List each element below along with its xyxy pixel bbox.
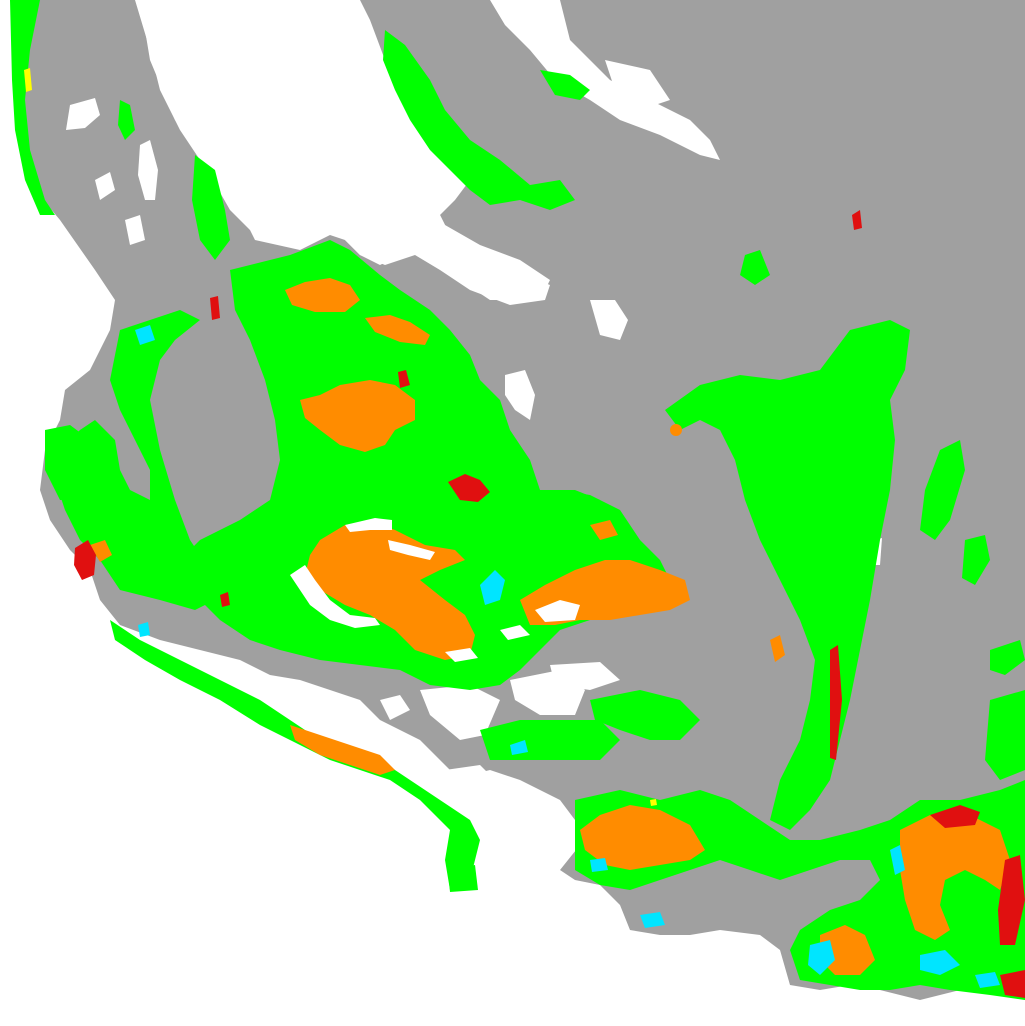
green-east-fringe-4 [985,690,1025,780]
red-patch-north-east [852,210,862,230]
white-streak-south [445,648,478,662]
white-lake-nw-4 [125,215,145,245]
white-inlet-east-2 [605,60,670,110]
orange-patch-north-2 [365,315,430,345]
white-inlet-south-3 [550,662,620,690]
cyan-patch-se-5 [975,972,1000,988]
green-east-valley [665,320,910,830]
orange-patch-valley [770,635,785,662]
white-lake-nw-3 [138,140,158,200]
white-inlet-north-left [135,0,270,230]
white-streak-east [500,625,530,640]
cyan-patch-se-2 [890,845,905,875]
white-coast-bay [445,765,495,800]
white-lake-nw-2 [95,172,115,200]
red-strip-east-valley [830,645,842,760]
red-patch-se-east [998,855,1025,945]
white-inlet-north-center [320,20,550,305]
white-inlet-south-1 [420,685,500,740]
yellow-speck-nw [24,68,32,92]
red-patch-small-1 [220,592,230,607]
red-patch-se-1 [930,805,980,828]
green-east-fringe-1 [920,440,965,540]
green-east-fringe-2 [962,535,990,585]
green-west-coast [55,310,215,610]
green-south-islet [448,865,478,892]
cyan-layer [135,325,1000,988]
green-north-center-2 [118,100,135,140]
red-patch-center [448,474,490,502]
red-patch-west-coast [74,540,96,580]
yellow-speck-coast [650,799,657,806]
white-water-layer [66,0,882,800]
cyan-patch-south-mid [510,740,528,755]
green-west-arm [45,425,100,500]
red-layer [74,210,1025,998]
green-mid-stripe [545,490,600,520]
green-south-coast-strip [110,620,480,890]
cyan-patch-north-west [135,325,155,345]
white-inlet-northeast [490,0,720,160]
white-arc-center-3 [388,540,435,560]
cyan-patch-se-6 [590,858,608,872]
green-south-mid [590,690,700,740]
red-patch-center-2 [398,370,410,388]
yellow-layer [24,68,657,806]
cyan-patch-se-1 [808,940,835,975]
white-inlet-south-4 [380,695,410,720]
red-patch-north [210,296,220,320]
red-patch-se-corner [1000,970,1025,998]
orange-dot-east [670,424,682,436]
orange-patch-southeast-1 [580,805,705,870]
green-north-center-ridge [383,30,575,210]
orange-patch-south-coast [290,725,395,775]
cyan-patch-se-3 [920,950,960,975]
white-inlet-east-1 [590,300,628,340]
cyan-patch-west-2 [138,622,150,637]
green-east-fringe-3 [990,640,1025,675]
cyan-patch-se-4 [640,912,665,928]
white-lake-nw-1 [66,98,100,130]
green-northwest-ridge [192,155,230,260]
orange-patch-east-small [590,520,618,540]
orange-patch-center-1 [300,380,415,452]
white-inlet-central-2 [505,370,535,420]
white-inclusion-layer [290,518,580,662]
white-arc-south-center [290,565,380,628]
white-lake-east-orange [535,600,580,622]
orange-patch-north [285,278,360,312]
orange-patch-east-coast-big [900,815,1010,940]
white-arc-center-2 [345,518,392,532]
orange-patch-southeast-2 [820,925,875,975]
green-east-fringe-5 [740,250,770,285]
green-south-coast-west [480,720,620,760]
orange-patch-west-small [90,540,112,562]
green-northwest-coast [10,0,55,215]
cyan-patch-south-center [480,570,505,605]
green-north-east-fringe [540,70,590,100]
